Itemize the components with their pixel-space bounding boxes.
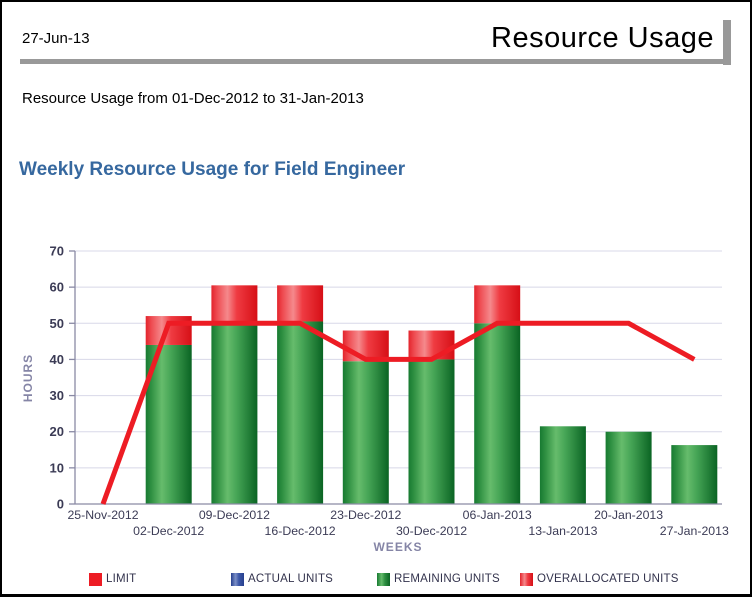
y-axis-title: HOURS <box>21 354 35 402</box>
y-axis-labels: 0 10 20 30 40 50 60 70 <box>50 244 64 512</box>
bar-remaining-30-Dec-2012 <box>408 359 455 504</box>
svg-text:70: 70 <box>50 244 64 259</box>
svg-text:09-Dec-2012: 09-Dec-2012 <box>199 508 270 522</box>
bar-overallocated-09-Dec-2012 <box>211 285 258 326</box>
x-axis-labels: 25-Nov-2012 02-Dec-2012 09-Dec-2012 16-Dec-… <box>67 508 729 538</box>
bar-remaining-06-Jan-2013 <box>474 323 521 504</box>
legend-label: ACTUAL UNITS <box>248 573 334 585</box>
bar-remaining-13-Jan-2013 <box>539 426 586 504</box>
svg-text:30-Dec-2012: 30-Dec-2012 <box>396 524 467 538</box>
legend-swatch-grad-red <box>520 572 533 586</box>
legend-item-actual-units: ACTUAL UNITS <box>231 572 333 586</box>
bar-overallocated-16-Dec-2012 <box>277 285 324 322</box>
svg-text:20: 20 <box>50 424 64 439</box>
bar-remaining-20-Jan-2013 <box>605 431 652 504</box>
report-subtitle: Resource Usage from 01-Dec-2012 to 31-Ja… <box>22 90 364 107</box>
bar-remaining-16-Dec-2012 <box>277 321 324 504</box>
limit-line <box>100 320 696 505</box>
chart-bars <box>145 285 718 504</box>
svg-text:16-Dec-2012: 16-Dec-2012 <box>265 524 336 538</box>
svg-text:13-Jan-2013: 13-Jan-2013 <box>528 524 597 538</box>
bar-overallocated-30-Dec-2012 <box>408 330 455 360</box>
svg-text:27-Jan-2013: 27-Jan-2013 <box>660 524 729 538</box>
header-rule <box>20 59 731 64</box>
svg-text:40: 40 <box>50 352 64 367</box>
legend-item-remaining-units: REMAINING UNITS <box>377 572 500 586</box>
svg-text:30: 30 <box>50 388 64 403</box>
legend-label: OVERALLOCATED UNITS <box>537 573 679 585</box>
svg-text:23-Dec-2012: 23-Dec-2012 <box>330 508 401 522</box>
report-date: 27-Jun-13 <box>22 30 90 47</box>
svg-text:0: 0 <box>57 497 64 512</box>
svg-text:06-Jan-2013: 06-Jan-2013 <box>463 508 532 522</box>
svg-text:60: 60 <box>50 280 64 295</box>
svg-text:50: 50 <box>50 316 64 331</box>
svg-text:02-Dec-2012: 02-Dec-2012 <box>133 524 204 538</box>
legend-swatch-grad-blue <box>231 572 244 586</box>
legend-swatch-grad-green <box>377 572 390 586</box>
header-accent-bar <box>723 20 731 65</box>
legend-swatch-solid-red <box>89 572 102 586</box>
bar-overallocated-23-Dec-2012 <box>342 330 389 362</box>
x-axis-title: WEEKS <box>373 540 422 554</box>
legend-item-overallocated-units: OVERALLOCATED UNITS <box>520 572 679 586</box>
legend-item-limit: LIMIT <box>89 572 136 586</box>
report-title: Resource Usage <box>491 22 714 54</box>
chart-section-title: Weekly Resource Usage for Field Engineer <box>19 159 406 180</box>
chart-axes <box>69 250 722 505</box>
bar-remaining-23-Dec-2012 <box>342 361 389 504</box>
svg-text:10: 10 <box>50 460 64 475</box>
svg-text:25-Nov-2012: 25-Nov-2012 <box>67 508 138 522</box>
svg-text:20-Jan-2013: 20-Jan-2013 <box>594 508 663 522</box>
legend-label: REMAINING UNITS <box>394 573 500 585</box>
bar-overallocated-06-Jan-2013 <box>474 285 521 324</box>
bar-remaining-09-Dec-2012 <box>211 325 258 504</box>
legend-label: LIMIT <box>106 573 137 585</box>
chart-legend: LIMIT ACTUAL UNITS REMAINING UNITS OVERALLO… <box>2 572 750 592</box>
bar-remaining-27-Jan-2013 <box>671 445 718 504</box>
